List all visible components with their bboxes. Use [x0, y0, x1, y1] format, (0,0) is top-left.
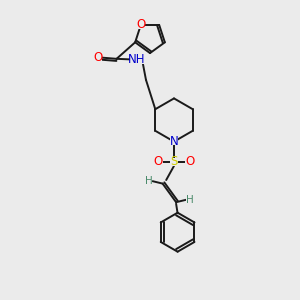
FancyBboxPatch shape	[154, 158, 163, 166]
FancyBboxPatch shape	[170, 158, 178, 166]
Text: S: S	[170, 155, 178, 169]
Text: H: H	[145, 176, 153, 186]
Text: O: O	[136, 18, 146, 32]
FancyBboxPatch shape	[146, 178, 152, 184]
FancyBboxPatch shape	[136, 21, 145, 28]
FancyBboxPatch shape	[94, 54, 102, 61]
Text: H: H	[186, 195, 194, 205]
Text: O: O	[93, 51, 103, 64]
Text: NH: NH	[128, 53, 146, 66]
Text: O: O	[185, 155, 194, 169]
FancyBboxPatch shape	[170, 138, 178, 145]
FancyBboxPatch shape	[185, 158, 194, 166]
Text: O: O	[154, 155, 163, 169]
FancyBboxPatch shape	[130, 55, 144, 64]
FancyBboxPatch shape	[186, 196, 193, 203]
Text: N: N	[169, 135, 178, 148]
